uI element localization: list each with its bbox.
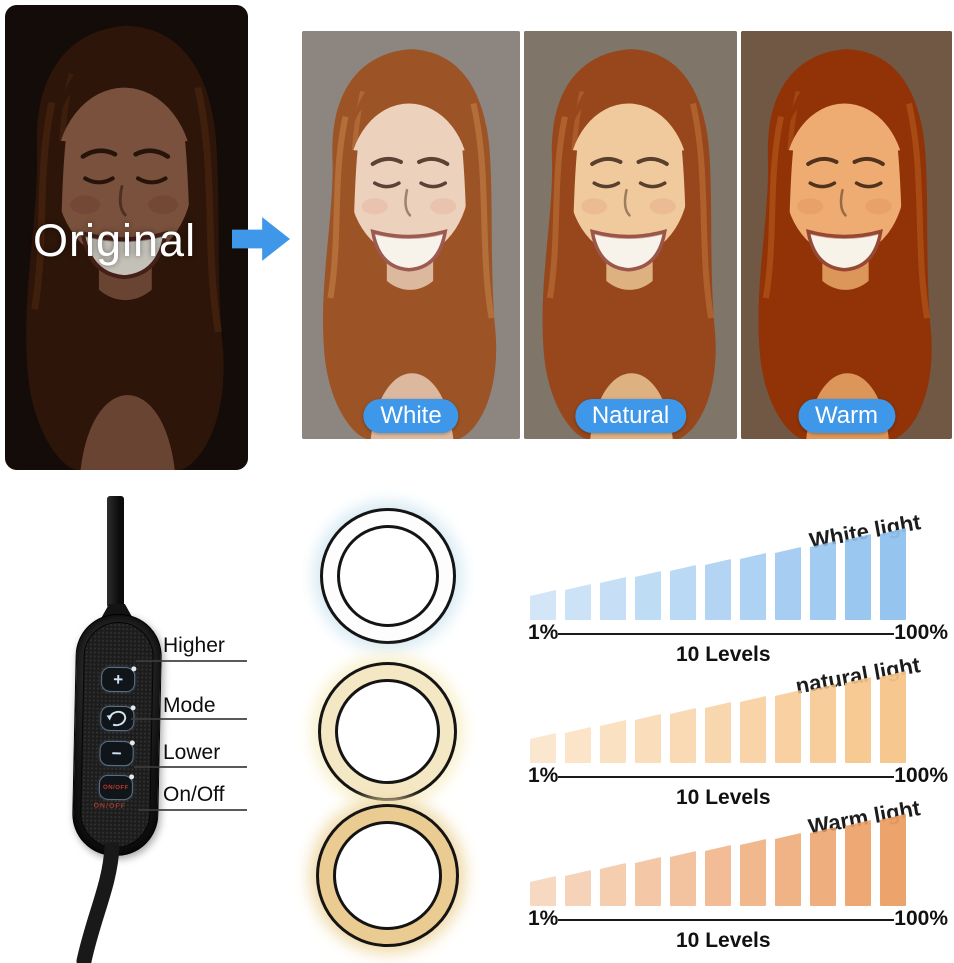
power-cable-top [107,496,124,608]
chart-bar [530,733,556,763]
brightness-up-button[interactable]: + [100,666,136,693]
axis-min-label: 1% [528,907,559,930]
chart-bar [565,870,591,906]
portrait-illustration [302,31,520,439]
chart-bar [775,690,801,763]
axis-caption: 10 Levels [676,643,771,666]
mode-button[interactable] [100,705,135,732]
ring-inner-circle [335,679,440,784]
warm-mode-photo: Warm [741,31,952,439]
chart-bar [740,696,766,763]
chart-bar [670,565,696,620]
onoff-callout-label: On/Off [163,783,225,806]
chart-bar [810,827,836,906]
chart-bar [775,833,801,906]
power-icon: ON/OFF [102,784,129,791]
axis-max-label: 100% [894,764,948,787]
chart-axis-line [558,776,894,778]
chart-bars [530,791,918,906]
portrait-illustration [524,31,737,439]
axis-max-label: 100% [894,621,948,644]
axis-max-label: 100% [894,907,948,930]
chart-bar [740,553,766,620]
white-light-ring [320,508,456,644]
power-cable-bottom [76,843,120,963]
onoff-callout-line [138,809,247,811]
brightness-charts: White light 1% 100% 10 Levels natural li… [528,505,954,963]
warm-light-ring [316,804,459,947]
plus-icon: + [112,669,124,690]
axis-caption: 10 Levels [676,929,771,952]
lower-callout-label: Lower [163,741,221,764]
chart-bar [705,559,731,620]
ring-inner-circle [337,525,439,627]
chart-bar [565,727,591,763]
original-label: Original [33,215,197,266]
chart-bar [600,577,626,620]
original-photo: Original [5,5,248,470]
mode-callout-label: Mode [163,694,216,717]
chart-bar [530,876,556,906]
chart-axis-line [558,919,894,921]
chart-bar [740,839,766,906]
white-mode-photo: White [302,31,520,439]
chart-bar [880,671,906,763]
natural-light-chart: natural light 1% 100% 10 Levels [528,648,954,809]
higher-callout-label: Higher [163,634,225,657]
white-mode-badge: White [363,399,459,433]
natural-light-ring [318,662,457,801]
portrait-illustration [741,31,952,439]
chart-bar [845,534,871,620]
chart-bar [565,584,591,620]
inline-remote-controller: + − ON/OFF ON/OFF [71,613,163,857]
warm-mode-badge: Warm [797,399,896,433]
chart-bar [635,857,661,906]
chart-bar [775,547,801,620]
mode-cycle-icon [106,708,129,729]
chart-bar [705,845,731,906]
chart-bar [670,851,696,906]
natural-mode-photo: Natural [524,31,737,439]
chart-bar [705,702,731,763]
chart-axis-line [558,633,894,635]
chart-bar [600,863,626,906]
mode-callout-line [131,718,247,720]
minus-icon: − [111,743,122,764]
chart-bar [845,820,871,906]
brightness-down-button[interactable]: − [99,740,134,767]
chart-bar [635,571,661,620]
white-light-chart: White light 1% 100% 10 Levels [528,505,954,666]
chart-bars [530,648,918,763]
chart-bar [670,708,696,763]
chart-bar [810,541,836,620]
chart-bar [810,684,836,763]
higher-callout-line [136,660,247,662]
power-button[interactable]: ON/OFF [98,774,134,801]
natural-mode-badge: Natural [574,399,687,433]
axis-caption: 10 Levels [676,786,771,809]
chart-bar [600,720,626,763]
chart-bar [845,677,871,763]
chart-bar [635,714,661,763]
warm-light-chart: Warm light 1% 100% 10 Levels [528,791,954,952]
chart-bar [530,590,556,620]
axis-min-label: 1% [528,621,559,644]
chart-bar [880,528,906,620]
chart-bars [530,505,918,620]
chart-bar [880,814,906,906]
ring-inner-circle [333,821,442,930]
lower-callout-line [134,766,247,768]
power-caption: ON/OFF [93,802,127,811]
axis-min-label: 1% [528,764,559,787]
